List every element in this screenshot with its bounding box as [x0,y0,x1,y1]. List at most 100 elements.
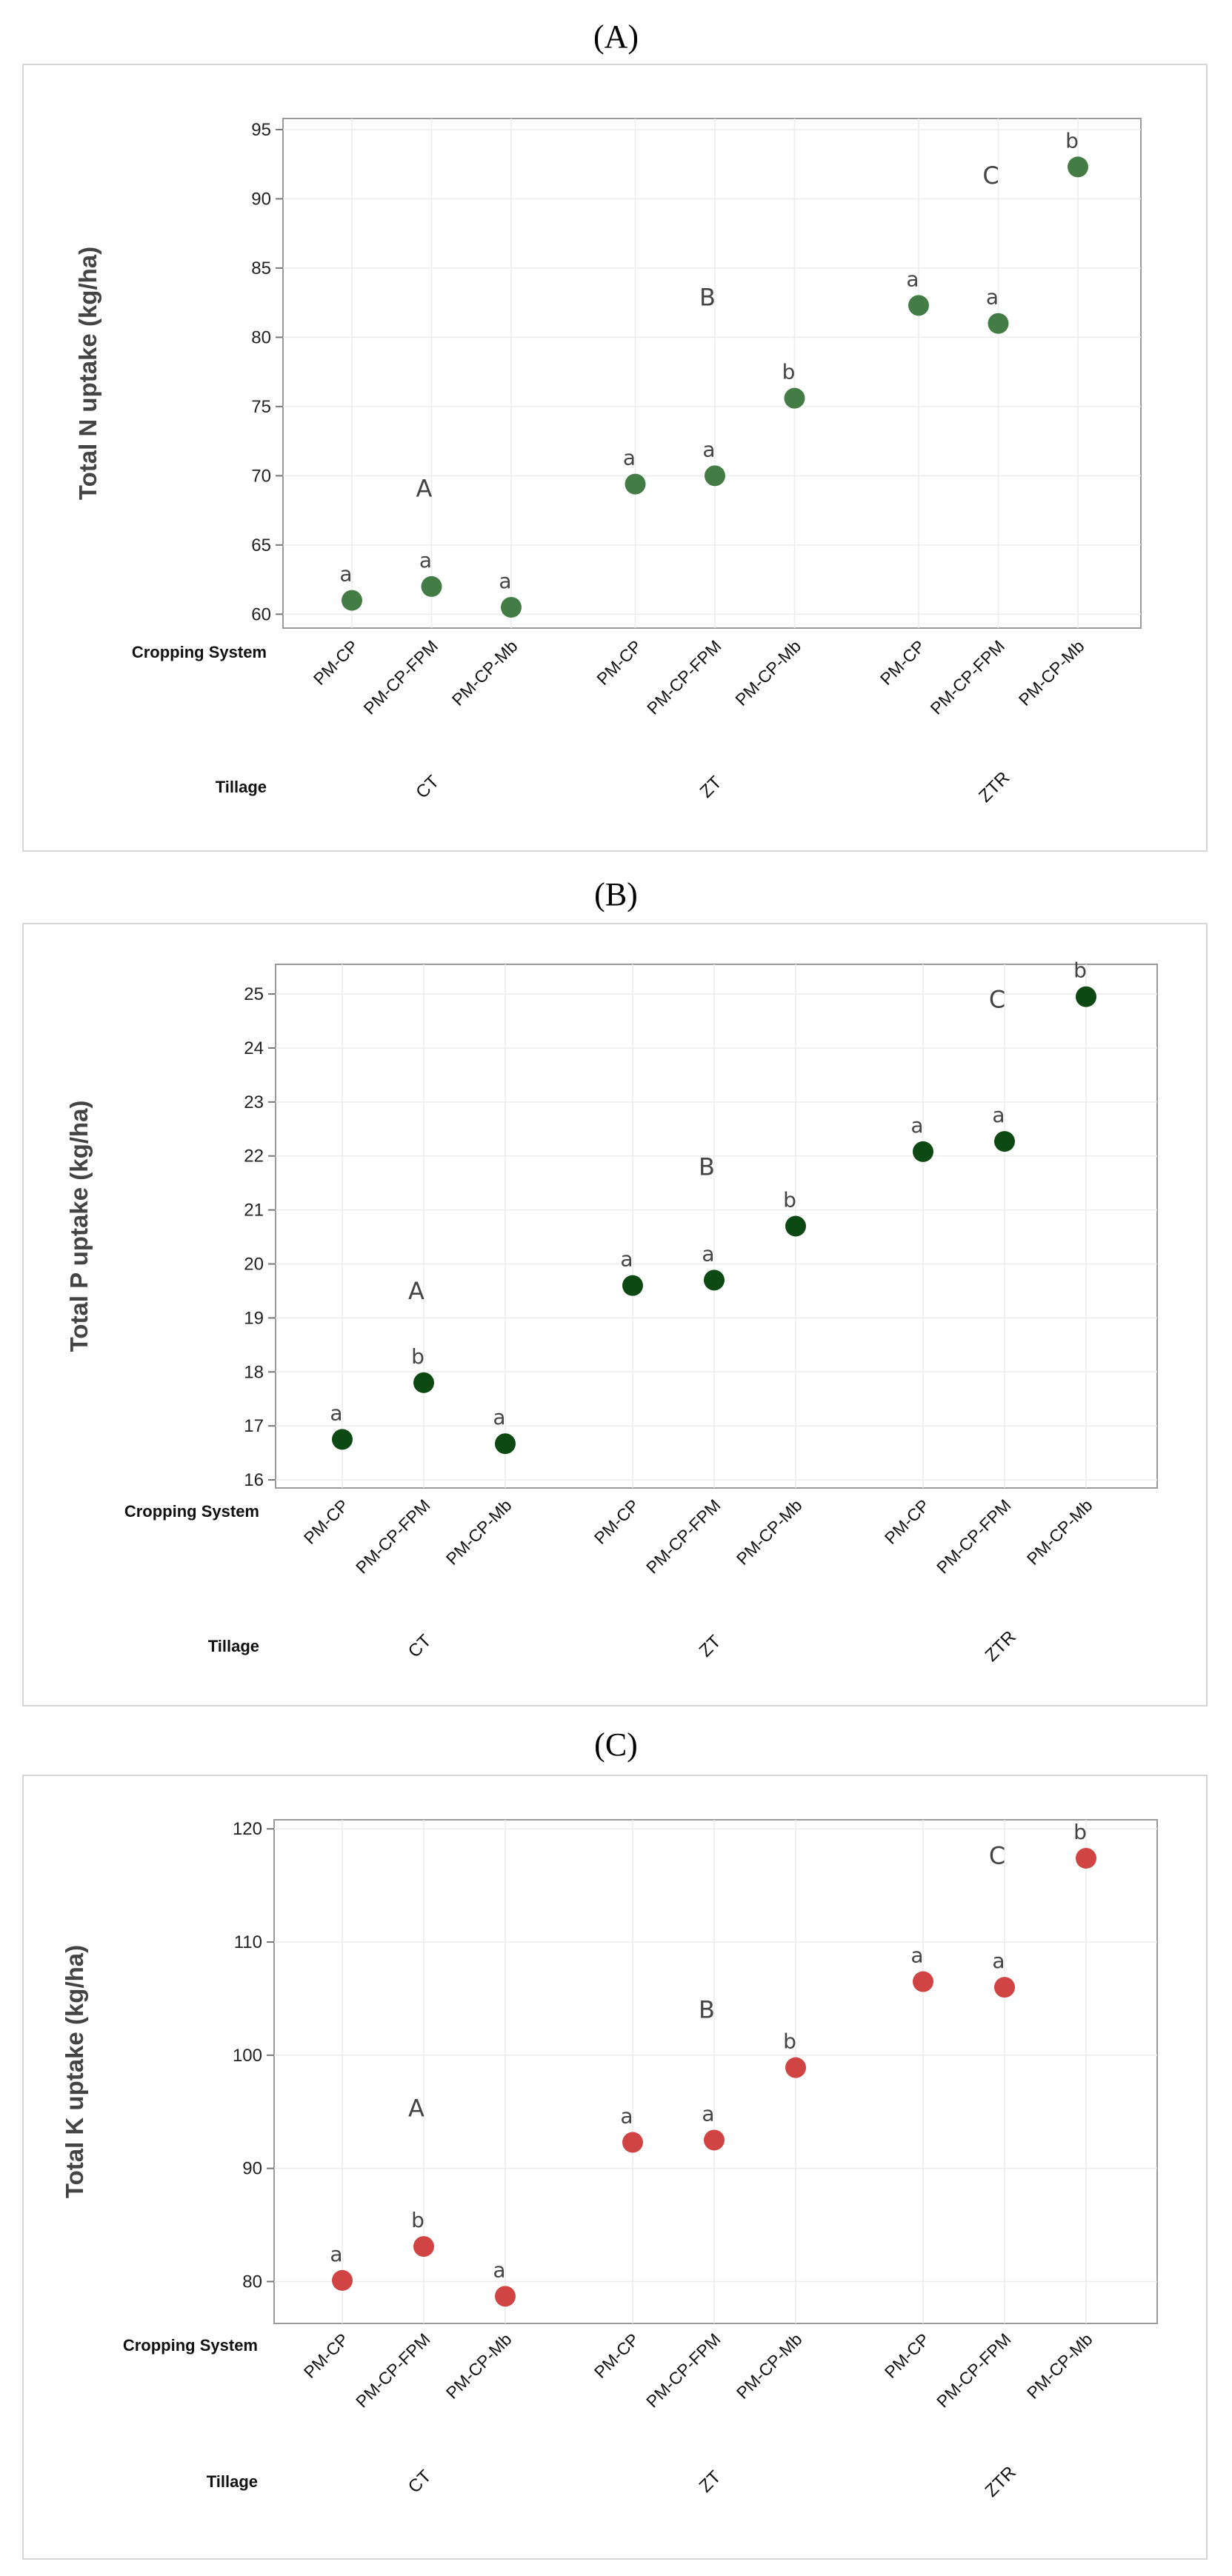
y-tick-label: 80 [251,327,271,347]
significance-letter: a [986,285,999,310]
data-point [413,1372,434,1393]
data-point [994,1977,1015,1998]
data-point [622,2132,643,2153]
x-category-label: PM-CP-Mb [733,2329,806,2403]
significance-letter: a [493,2258,505,2282]
significance-letter: b [782,360,796,384]
tillage-label: ZTR [982,2463,1020,2501]
y-tick-label: 85 [251,258,271,278]
y-tick-label: 100 [233,2046,262,2066]
data-point [704,1269,725,1291]
significance-letter: a [620,1247,633,1272]
x-category-label: PM-CP-Mb [1023,2329,1096,2403]
significance-letter: a [702,2101,714,2126]
y-tick-label: 60 [251,604,271,624]
cropping-system-row-label: Cropping System [123,2336,258,2355]
tillage-label: ZT [696,2467,725,2497]
data-point [704,2129,725,2151]
panel-title-c: (C) [0,1726,1232,1764]
data-point [342,590,362,611]
data-point [413,2236,434,2258]
significance-letter: a [493,1405,505,1429]
significance-letter: a [499,569,511,593]
tillage-label: CT [404,2466,436,2497]
significance-letter: b [1073,1820,1087,1844]
significance-letter: a [330,2242,342,2266]
x-category-label: PM-CP-FPM [642,2329,725,2412]
y-axis-label: Total K uptake (kg/ha) [61,1945,88,2198]
cropping-system-row-label: Cropping System [132,643,267,661]
significance-letter: b [783,1188,796,1212]
y-tick-label: 16 [244,1470,264,1490]
plot-area [273,1819,1158,2324]
y-tick-label: 90 [242,2159,262,2179]
panel-label-b: (B) [594,876,638,912]
data-point [495,1433,516,1455]
group-letter: A [408,1277,424,1305]
y-tick-label: 65 [251,535,271,555]
y-tick-label: 70 [251,466,271,486]
y-tick-label: 25 [244,984,264,1004]
significance-letter: a [702,437,715,461]
y-axis-label: Total P uptake (kg/ha) [65,1101,93,1352]
y-tick-label: 17 [244,1416,264,1436]
y-axis-label: Total N uptake (kg/ha) [74,247,101,500]
tillage-row-label: Tillage [207,2472,258,2491]
significance-letter: a [992,1949,1005,1973]
data-point [1076,986,1096,1007]
data-point [501,596,522,618]
y-tick-label: 120 [233,1819,262,1839]
data-point [988,313,1009,334]
x-category-label: PM-CP-FPM [933,2329,1015,2412]
significance-letter: b [1073,958,1087,983]
panel-title-b: (B) [0,875,1232,913]
significance-letter: a [339,562,352,587]
significance-letter: a [419,548,432,573]
data-point [994,1131,1015,1152]
significance-letter: a [906,267,919,291]
data-point [913,1971,933,1992]
y-tick-label: 22 [244,1147,264,1167]
panel-title-a: (A) [0,18,1232,56]
data-point [908,295,929,316]
data-point [622,1275,643,1296]
y-tick-label: 95 [251,120,271,140]
y-tick-label: 21 [244,1201,264,1221]
y-tick-label: 90 [251,189,271,209]
data-point [421,575,442,597]
data-point [785,1215,806,1237]
significance-letter: a [992,1103,1005,1127]
y-tick-label: 24 [244,1038,264,1058]
group-letter: B [699,1995,715,2023]
significance-letter: a [623,446,636,470]
data-point [332,2269,353,2291]
significance-letter: a [910,1113,923,1138]
group-letter: C [982,161,999,190]
plot-area [275,964,1158,1489]
group-letter: C [989,1842,1005,1870]
significance-letter: a [330,1401,342,1425]
data-point [625,473,646,495]
x-category-label: PM-CP [590,2329,643,2382]
data-point [495,2286,516,2307]
x-category-label: PM-CP [300,2329,353,2382]
y-tick-label: 20 [244,1255,264,1275]
x-category-label: PM-CP-FPM [352,2329,434,2412]
group-letter: B [699,283,716,311]
data-point [332,1429,353,1450]
cropping-system-row-label: Cropping System [124,1502,259,1521]
group-letter: A [408,2094,424,2122]
data-point [1068,156,1088,178]
data-point [913,1141,933,1162]
significance-letter: b [411,2208,424,2232]
x-category-label: PM-CP-Mb [442,2329,516,2403]
y-tick-label: 19 [244,1308,264,1328]
data-point [784,387,805,409]
y-tick-label: 23 [244,1092,264,1112]
tillage-row-label: Tillage [208,1637,259,1655]
y-tick-label: 75 [251,397,271,417]
y-tick-label: 110 [234,1932,262,1952]
data-point [785,2057,806,2078]
